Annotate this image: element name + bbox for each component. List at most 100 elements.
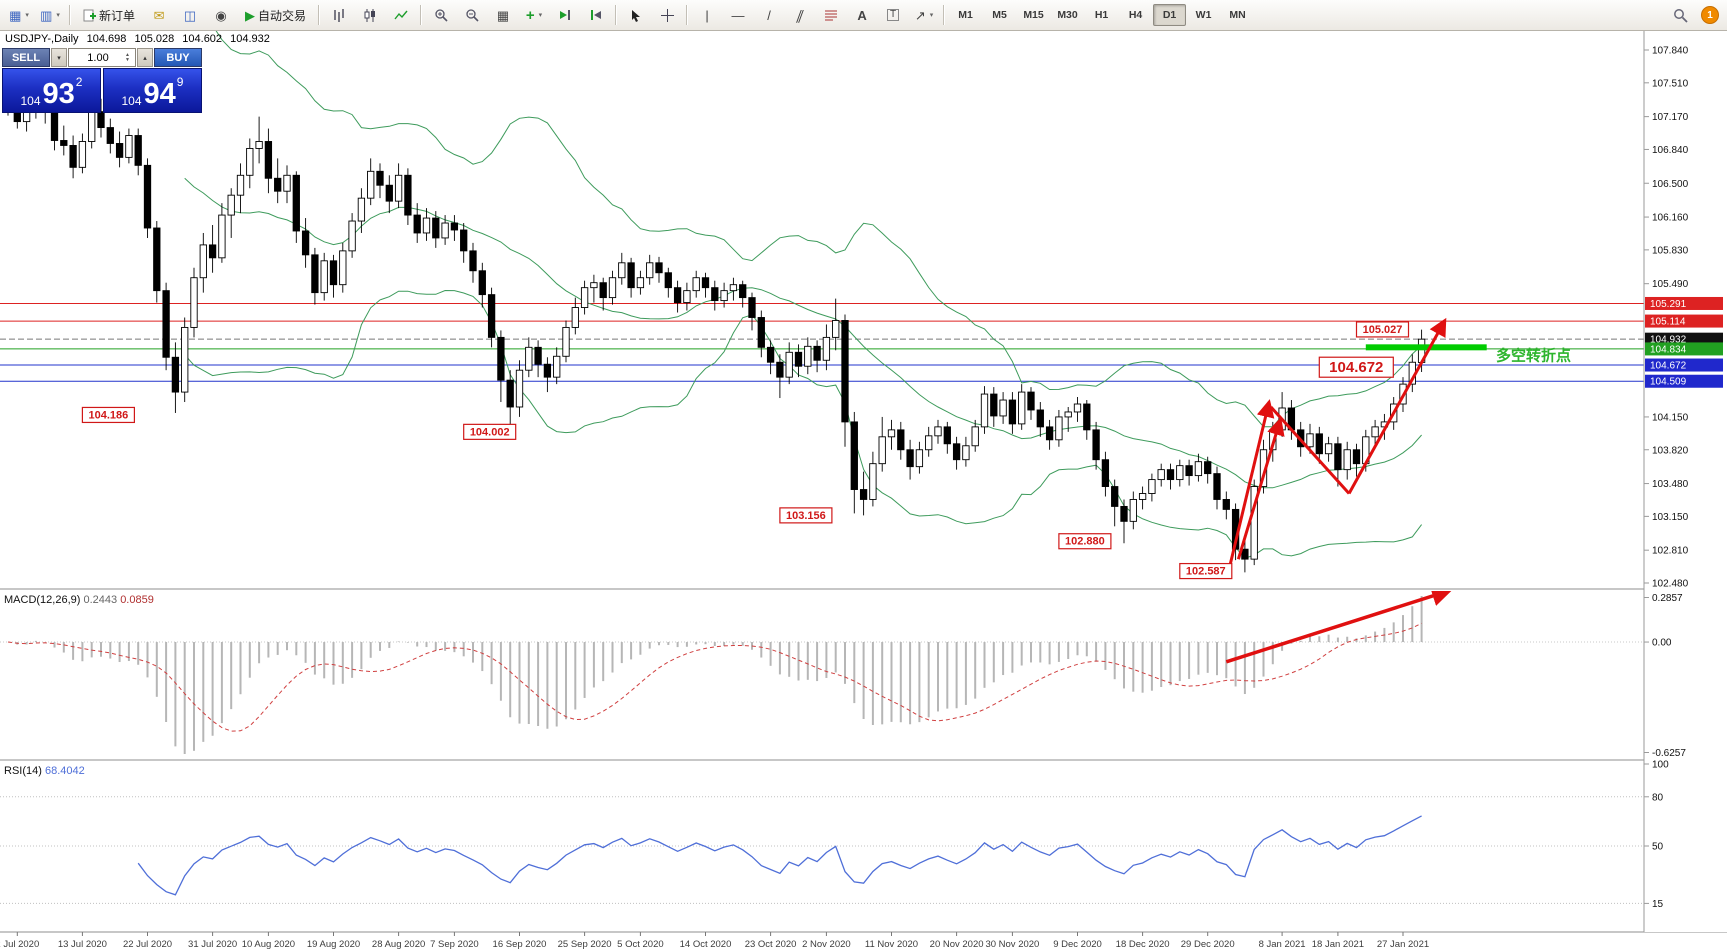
crosshair-tool-button[interactable] (652, 3, 682, 27)
candle-body (97, 111, 105, 129)
volume-stepper[interactable]: ▲ ▼ (125, 49, 134, 66)
candle-body (422, 217, 431, 234)
cursor-tool-button[interactable] (621, 3, 651, 27)
timeframe-button-m5[interactable]: M5 (992, 9, 1007, 21)
candle-body (683, 290, 691, 304)
navigator-button[interactable]: ◉ (206, 3, 236, 27)
candle-body (878, 436, 886, 465)
toolbar-right-group: 1 (1665, 3, 1723, 27)
crosshair-icon (660, 8, 674, 22)
candle-body (246, 147, 254, 176)
annotation-box-105.027[interactable] (1355, 321, 1410, 338)
annotation-box-103.156[interactable] (779, 507, 833, 524)
candle-body (115, 143, 124, 158)
annotation-box-102.880[interactable] (1058, 533, 1112, 550)
price-axis-label: 106.840 (1652, 145, 1689, 156)
zoom-in-button[interactable] (426, 3, 456, 27)
chevron-down-icon: ▾ (57, 54, 61, 62)
autotrading-button[interactable]: ▶ 自动交易 (237, 3, 314, 27)
open-value: 104.698 (86, 33, 127, 45)
toolbar-separator (615, 5, 618, 25)
annotation-label-104.186: 104.186 (89, 409, 129, 421)
timeframe-button-d1[interactable]: D1 (1153, 4, 1187, 26)
rsi-axis-label: 80 (1652, 792, 1664, 803)
candle-body (832, 320, 840, 338)
ask-price-tile[interactable]: 104 94 9 (103, 68, 202, 113)
timeframe-button-w1[interactable]: W1 (1195, 9, 1212, 21)
candlestick-chart-icon (364, 8, 376, 22)
volume-input[interactable] (69, 50, 135, 65)
ohlc-bars-button[interactable] (324, 3, 354, 27)
price-axis-label: 107.840 (1652, 46, 1689, 57)
trend-arrow-2[interactable] (1236, 417, 1285, 560)
candle-body (106, 127, 114, 144)
chart-shift-button[interactable] (581, 3, 611, 27)
vertical-line-tool-button[interactable]: | (692, 3, 722, 27)
indicators-button[interactable]: + ▾ (519, 3, 549, 27)
timeframe-button-m15[interactable]: M15 (1023, 9, 1044, 21)
bid-price-tile[interactable]: 104 93 2 (2, 68, 101, 113)
auto-scroll-button[interactable] (550, 3, 580, 27)
candle-body (1315, 433, 1323, 455)
price-line-flag-105.291 (1645, 296, 1723, 310)
candle-body (1213, 473, 1221, 500)
candle-body (1166, 469, 1175, 481)
horizontal-line-tool-button[interactable]: — (723, 3, 753, 27)
trendline-tool-button[interactable]: / (754, 3, 784, 27)
timeframe-button-mn[interactable]: MN (1229, 9, 1246, 21)
annotation-label-102.880: 102.880 (1065, 536, 1105, 548)
search-button[interactable] (1665, 3, 1695, 27)
candle-body (339, 250, 347, 286)
timeframe-button-h1[interactable]: H1 (1094, 9, 1109, 21)
mailbox-button[interactable]: ✉ (144, 3, 174, 27)
rsi-axis-label: 15 (1652, 899, 1664, 910)
annotation-box-104.186[interactable] (81, 406, 136, 424)
macd-axis-label: -0.6257 (1652, 748, 1686, 759)
new-order-icon (83, 9, 96, 21)
new-chart-button[interactable]: ▦ ▾ (4, 3, 34, 27)
support-zone-bar[interactable] (1365, 344, 1487, 351)
timeframe-button-h4[interactable]: H4 (1128, 9, 1143, 21)
trend-arrow-4[interactable] (1347, 317, 1447, 495)
one-click-trading-panel: SELL ▾ ▲ ▼ ▴ BUY 104 93 2 (2, 48, 202, 113)
text-tool-button[interactable]: A (847, 3, 877, 27)
ask-pips: 94 (143, 78, 176, 111)
trend-arrow-1[interactable] (1227, 399, 1275, 570)
time-axis-label: 30 Nov 2020 (985, 939, 1039, 950)
candle-body (748, 297, 756, 318)
trend-arrow-3[interactable] (1269, 405, 1351, 495)
tile-windows-button[interactable]: ▦ (488, 3, 518, 27)
annotation-box-104.672[interactable] (1318, 356, 1394, 378)
candle-body (962, 445, 970, 461)
turning-point-note[interactable]: 多空转折点 (1496, 346, 1571, 364)
zoom-out-button[interactable] (457, 3, 487, 27)
candle-body (571, 307, 579, 328)
notifications-badge[interactable]: 1 (1701, 6, 1719, 24)
fibonacci-tool-button[interactable] (816, 3, 846, 27)
candlestick-chart-button[interactable] (355, 3, 385, 27)
annotation-box-102.587[interactable] (1179, 562, 1233, 580)
new-order-label: 新订单 (99, 8, 136, 23)
sell-button[interactable]: SELL (2, 48, 50, 67)
candle-body (441, 222, 449, 239)
profiles-button[interactable]: ▥ ▾ (35, 3, 65, 27)
macd-trend-arrow[interactable] (1225, 591, 1453, 664)
arrows-tool-button[interactable]: ↗ ▾ (909, 3, 939, 27)
annotation-label-104.672: 104.672 (1329, 359, 1383, 376)
timeframe-button-m30[interactable]: M30 (1057, 9, 1078, 21)
text-label-tool-button[interactable]: T (878, 3, 908, 27)
price-line-flag-104.834 (1645, 342, 1723, 356)
price-line-flag-105.114 (1645, 314, 1723, 328)
buy-options-button[interactable]: ▴ (137, 48, 153, 67)
sell-options-button[interactable]: ▾ (51, 48, 67, 67)
channel-tool-button[interactable]: ∥ (785, 3, 815, 27)
candle-body (943, 426, 951, 445)
annotation-box-104.002[interactable] (463, 423, 517, 440)
data-window-button[interactable]: ◫ (175, 3, 205, 27)
time-axis-label: 25 Sep 2020 (558, 939, 612, 950)
new-order-button[interactable]: 新订单 (75, 3, 143, 27)
line-chart-button[interactable] (386, 3, 416, 27)
timeframe-button-m1[interactable]: M1 (958, 9, 973, 21)
buy-button[interactable]: BUY (154, 48, 202, 67)
